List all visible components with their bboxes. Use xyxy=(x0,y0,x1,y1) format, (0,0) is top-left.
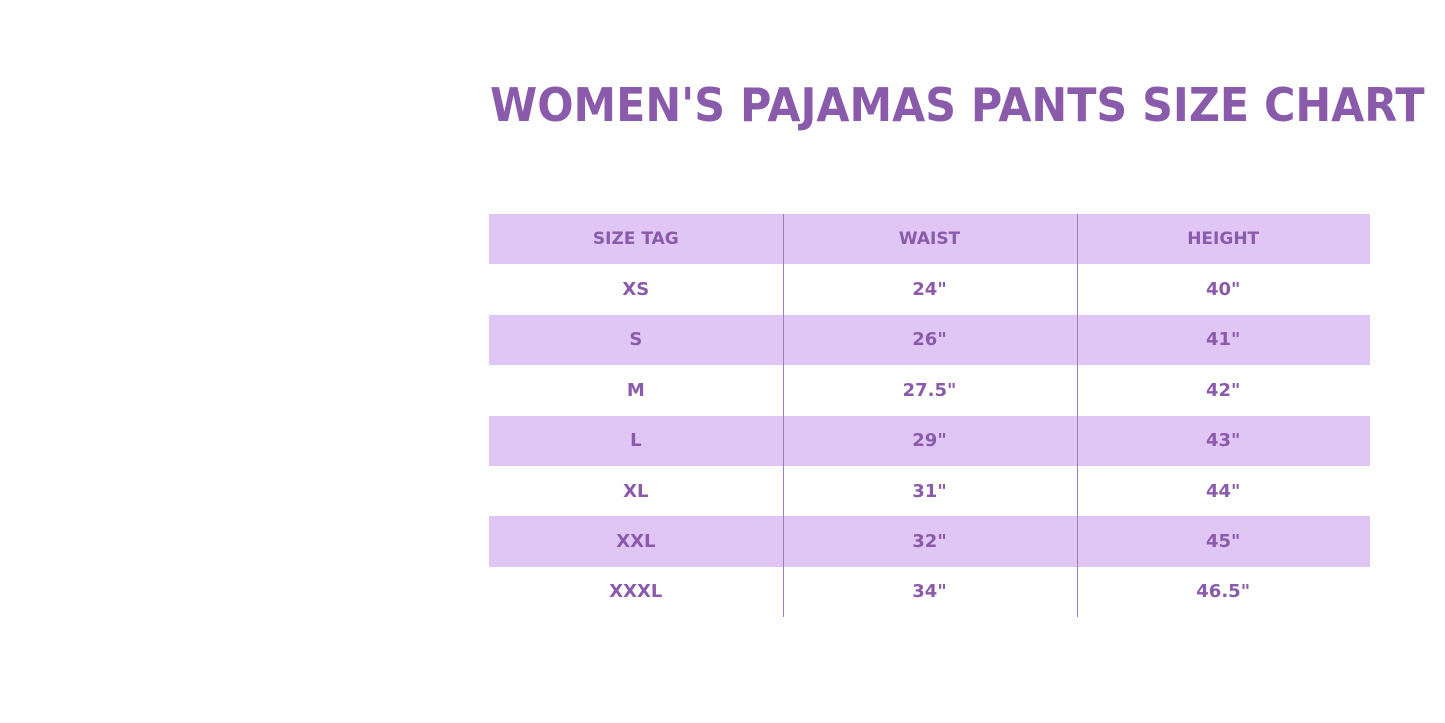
cell-size: S xyxy=(629,329,643,351)
cell-waist: 34" xyxy=(912,581,947,603)
cell-height: 40" xyxy=(1205,279,1241,301)
cell-height: 41" xyxy=(1205,329,1241,351)
table-row: S 26" 41" xyxy=(489,314,1370,366)
cell-height: 46.5" xyxy=(1196,581,1251,603)
column-divider xyxy=(1077,214,1078,617)
cell-waist: 27.5" xyxy=(902,379,957,401)
table-row: XS 24" 40" xyxy=(489,264,1370,314)
cell-waist: 31" xyxy=(912,480,947,502)
cell-height: 44" xyxy=(1205,480,1241,502)
cell-size: XXL xyxy=(616,531,656,553)
header-waist: WAIST xyxy=(898,229,961,250)
cell-waist: 29" xyxy=(912,430,947,452)
table-row: L 29" 43" xyxy=(489,415,1370,466)
table-row: M 27.5" 42" xyxy=(489,365,1370,415)
cell-size: M xyxy=(626,379,645,401)
cell-size: L xyxy=(630,430,642,452)
table-row: XXXL 34" 46.5" xyxy=(489,567,1370,617)
cell-height: 42" xyxy=(1205,379,1241,401)
table-row: XL 31" 44" xyxy=(489,466,1370,516)
cell-height: 45" xyxy=(1205,531,1241,553)
cell-size: XL xyxy=(623,480,649,502)
size-chart-table: SIZE TAG WAIST HEIGHT XS 24" 40" S 26" 41" M 27… xyxy=(489,214,1370,617)
table-row: XXL 32" 45" xyxy=(489,516,1370,567)
cell-waist: 24" xyxy=(912,279,947,301)
page-title: WOMEN'S PAJAMAS PANTS SIZE CHART xyxy=(490,78,1425,132)
cell-size: XS xyxy=(622,279,650,301)
table-header-row: SIZE TAG WAIST HEIGHT xyxy=(489,214,1370,265)
cell-waist: 26" xyxy=(912,329,947,351)
cell-height: 43" xyxy=(1205,430,1241,452)
cell-waist: 32" xyxy=(912,531,947,553)
header-size-tag: SIZE TAG xyxy=(592,229,679,250)
header-height: HEIGHT xyxy=(1187,229,1260,250)
column-divider xyxy=(783,214,784,617)
cell-size: XXXL xyxy=(609,581,663,603)
